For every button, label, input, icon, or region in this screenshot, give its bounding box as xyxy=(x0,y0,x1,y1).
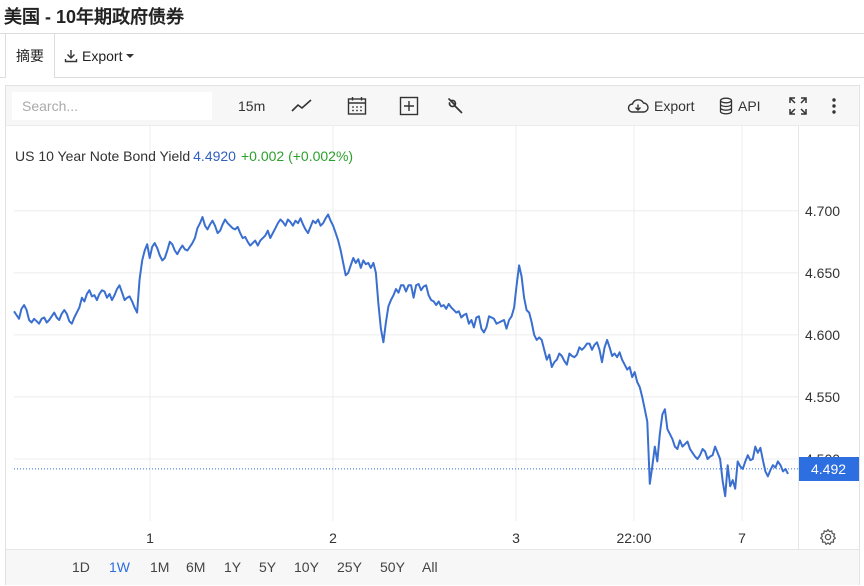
calendar-icon xyxy=(347,97,367,115)
chart-legend: US 10 Year Note Bond Yield 4.4920 +0.002 (… xyxy=(15,148,353,164)
chart-widget: 15m xyxy=(5,85,860,585)
series-line-us10y xyxy=(13,213,789,498)
search-input[interactable] xyxy=(12,92,212,120)
tab-bar: 摘要 Export xyxy=(0,34,864,78)
interval-button[interactable]: 15m xyxy=(238,86,265,126)
range-all[interactable]: All xyxy=(422,559,438,575)
line-chart-icon xyxy=(291,99,312,112)
title-divider xyxy=(0,33,864,34)
x-tick-label: 1 xyxy=(146,530,154,546)
legend-last-value: 4.4920 xyxy=(193,148,236,164)
export-dropdown[interactable]: Export xyxy=(64,34,135,78)
cloud-download-icon xyxy=(627,99,649,113)
download-icon xyxy=(64,50,78,63)
add-indicator-button[interactable] xyxy=(399,86,419,126)
y-tick-label: 4.700 xyxy=(805,203,840,219)
legend-series-name: US 10 Year Note Bond Yield xyxy=(15,148,191,164)
chart-toolbar: 15m xyxy=(6,86,859,126)
chart-type-button[interactable] xyxy=(291,86,313,126)
x-tick-label: 7 xyxy=(738,530,746,546)
page-title: 美国 - 10年期政府债券 xyxy=(4,7,185,27)
legend-change: +0.002 (+0.002%) xyxy=(240,148,354,164)
time-range-bar: 1D 1W 1M 6M 1Y 5Y 10Y 25Y 50Y All xyxy=(6,550,859,585)
export-button-label: Export xyxy=(654,98,695,114)
gear-icon[interactable] xyxy=(819,528,837,546)
more-options-button[interactable] xyxy=(831,86,837,126)
y-tick-label: 4.550 xyxy=(805,389,840,405)
range-5y[interactable]: 5Y xyxy=(259,559,277,575)
x-tick-label: 2 xyxy=(329,530,337,546)
api-button[interactable]: API xyxy=(719,86,761,126)
caret-down-icon xyxy=(126,54,135,58)
price-axis-divider xyxy=(798,126,799,550)
y-tick-label: 4.600 xyxy=(805,327,840,343)
range-1d[interactable]: 1D xyxy=(72,559,90,575)
range-50y[interactable]: 50Y xyxy=(380,559,405,575)
fullscreen-icon xyxy=(789,97,807,115)
tab-summary[interactable]: 摘要 xyxy=(5,34,55,78)
range-25y[interactable]: 25Y xyxy=(337,559,362,575)
x-tick-label: 22:00 xyxy=(616,530,651,546)
export-button[interactable]: Export xyxy=(627,86,694,126)
plus-box-icon xyxy=(399,96,419,116)
wrench-icon xyxy=(448,98,463,114)
x-tick-label: 3 xyxy=(512,530,520,546)
export-dropdown-label: Export xyxy=(82,48,123,64)
last-price-badge: 4.492 xyxy=(799,457,859,481)
settings-tool-button[interactable] xyxy=(446,86,464,126)
kebab-menu-icon xyxy=(832,98,836,114)
range-6m[interactable]: 6M xyxy=(186,559,206,575)
y-tick-label: 4.650 xyxy=(805,265,840,281)
range-1w[interactable]: 1W xyxy=(109,559,130,575)
range-1m[interactable]: 1M xyxy=(150,559,170,575)
range-1y[interactable]: 1Y xyxy=(224,559,242,575)
date-range-button[interactable] xyxy=(347,86,367,126)
fullscreen-button[interactable] xyxy=(788,86,808,126)
interval-label: 15m xyxy=(238,98,266,114)
api-button-label: API xyxy=(738,98,761,114)
range-10y[interactable]: 10Y xyxy=(294,559,319,575)
database-icon xyxy=(719,97,733,115)
range-bar-divider xyxy=(6,549,859,550)
